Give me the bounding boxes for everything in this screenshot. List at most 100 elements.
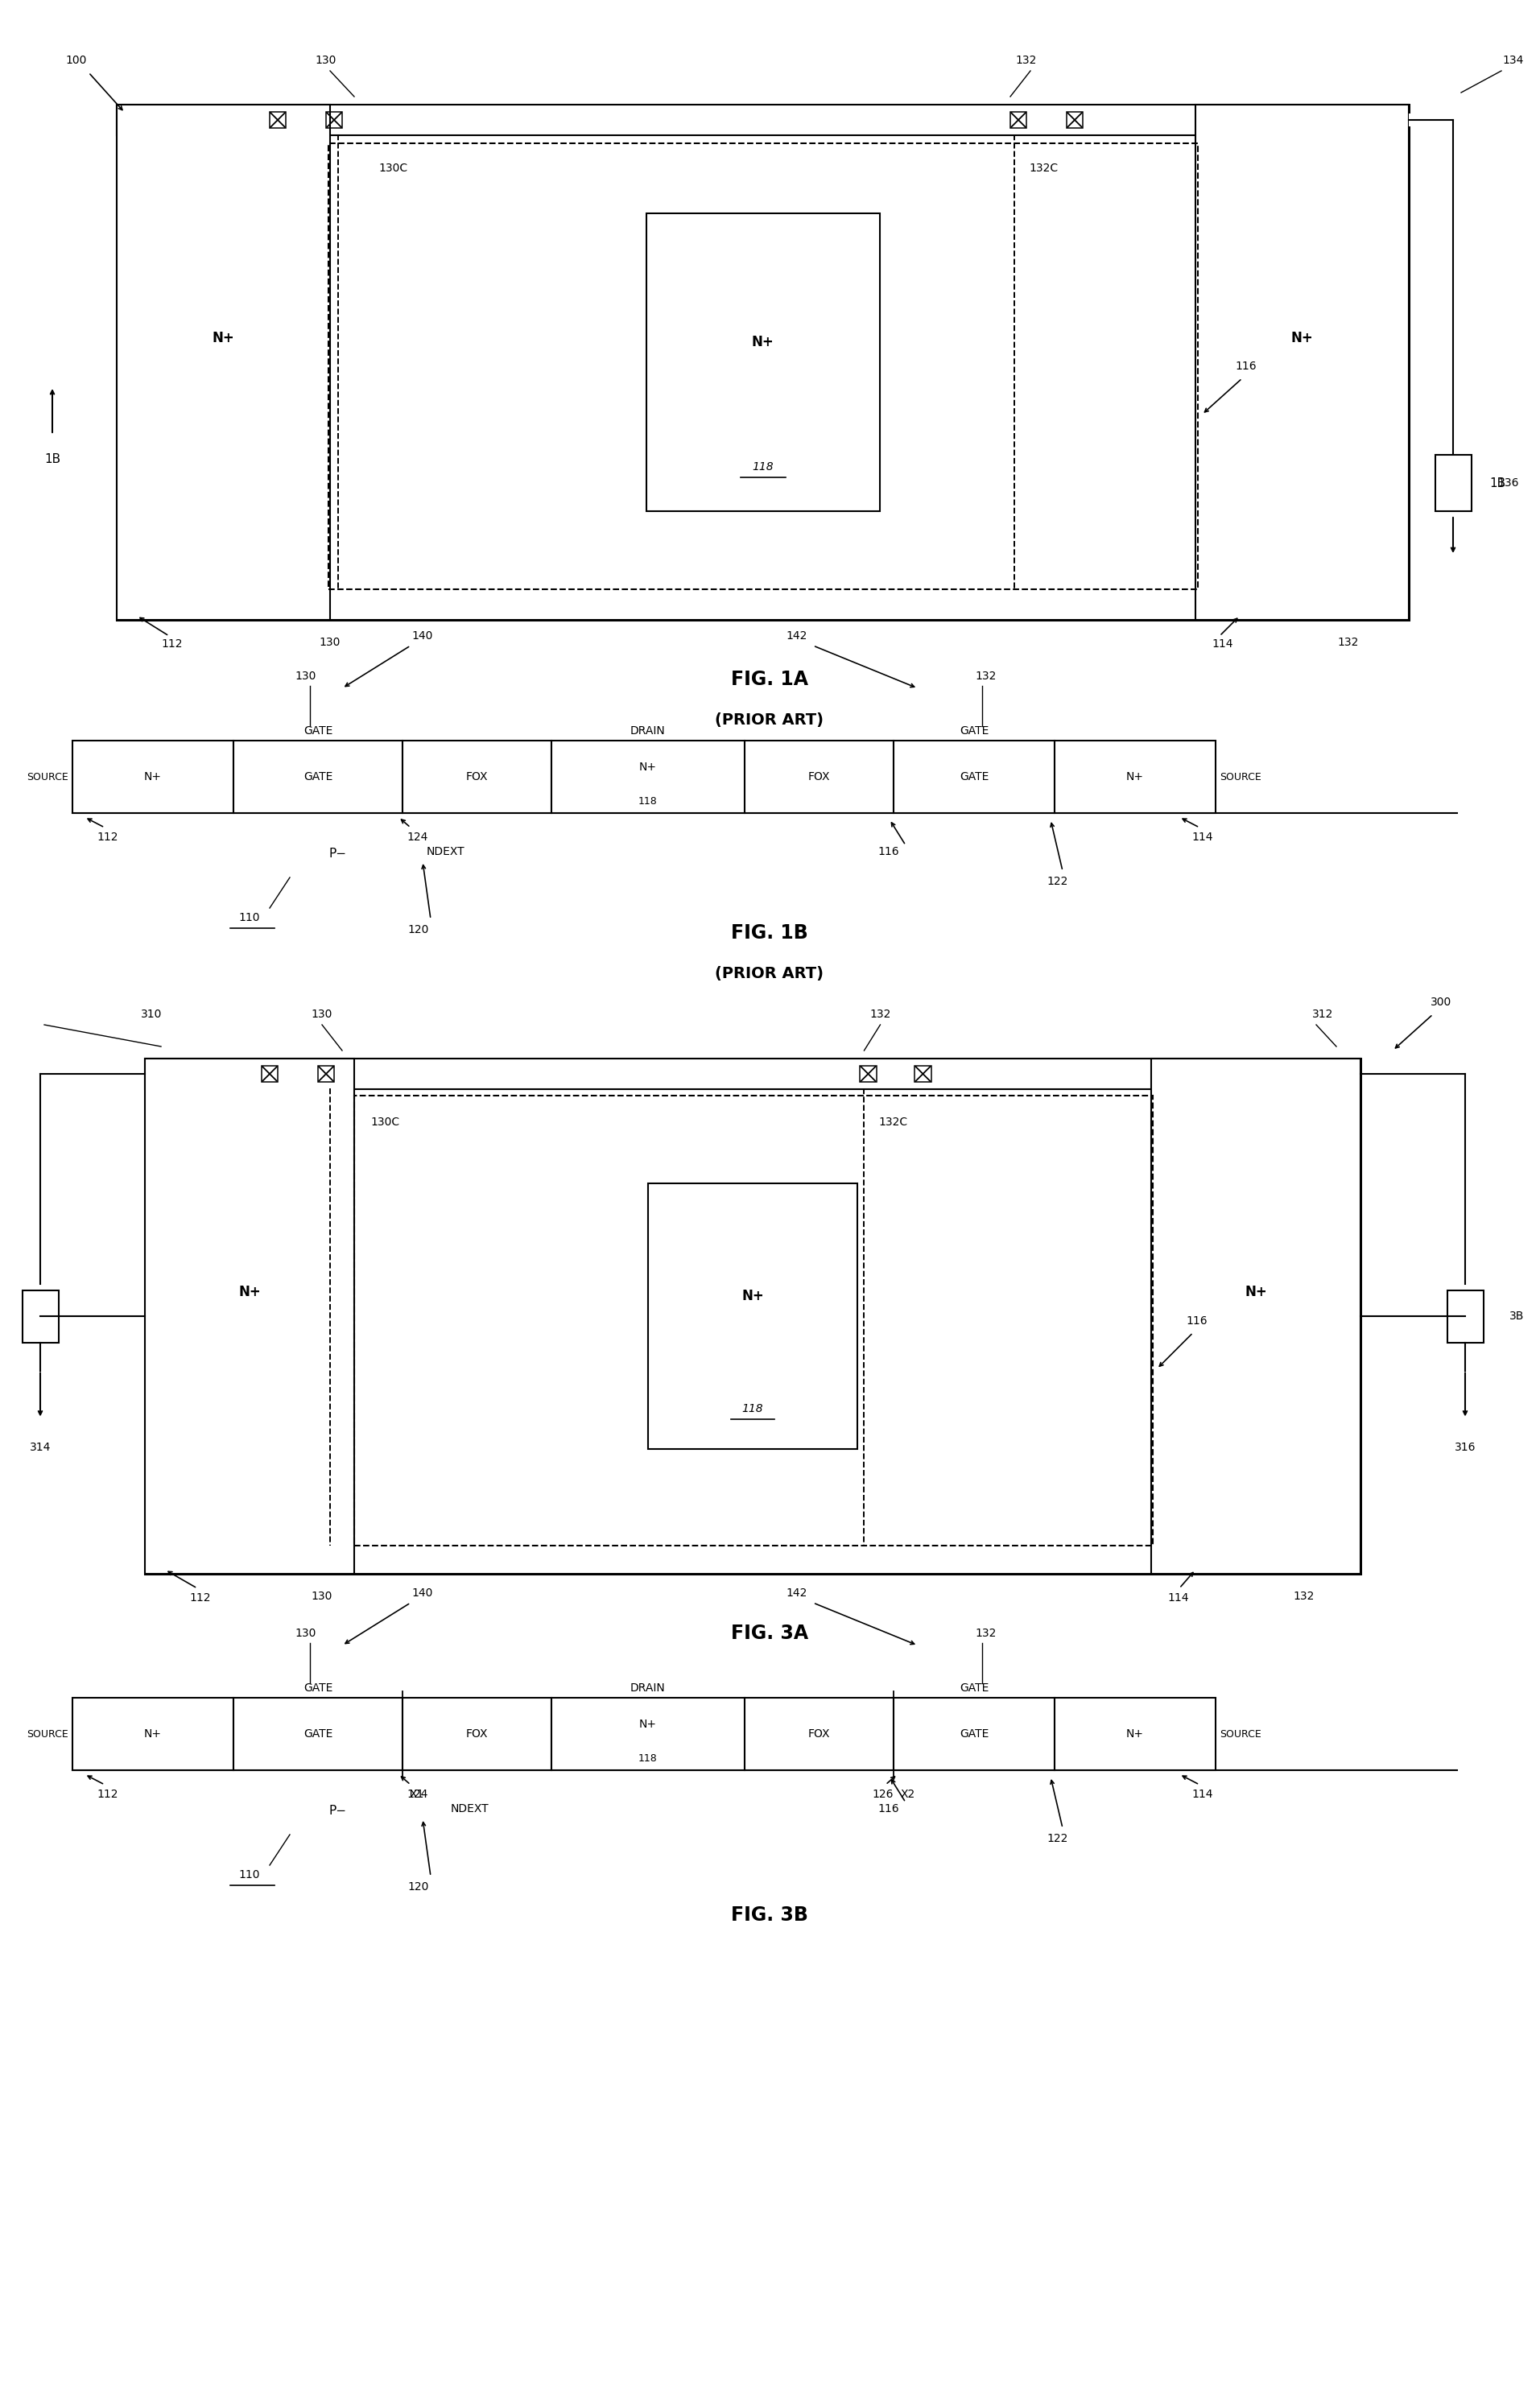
- Bar: [551, 1698, 745, 1770]
- Text: FIG. 1A: FIG. 1A: [731, 669, 808, 688]
- Text: 1B: 1B: [1489, 476, 1506, 488]
- Text: 132: 132: [975, 1627, 996, 1639]
- Text: 120: 120: [408, 924, 430, 936]
- Bar: [402, 1698, 551, 1770]
- Text: GATE: GATE: [959, 1682, 989, 1694]
- Text: SOURCE: SOURCE: [1220, 1729, 1261, 1739]
- Text: GATE: GATE: [303, 724, 333, 736]
- Text: N+: N+: [145, 772, 162, 781]
- Text: GATE: GATE: [303, 1729, 333, 1739]
- Text: 314: 314: [29, 1441, 51, 1453]
- Text: GATE: GATE: [303, 1682, 333, 1694]
- Bar: [234, 741, 402, 812]
- Bar: [72, 1698, 234, 1770]
- Text: 100: 100: [66, 55, 88, 67]
- Bar: [117, 105, 330, 619]
- Text: 132C: 132C: [1029, 162, 1058, 174]
- Text: 124: 124: [407, 1789, 428, 1801]
- Bar: [22, 1291, 59, 1343]
- Text: 132C: 132C: [879, 1117, 907, 1127]
- Bar: [326, 112, 342, 129]
- Text: FOX: FOX: [808, 772, 830, 781]
- Text: 114: 114: [1212, 638, 1234, 650]
- Bar: [893, 1698, 1055, 1770]
- Text: FIG. 3B: FIG. 3B: [731, 1906, 808, 1925]
- Text: FIG. 1B: FIG. 1B: [731, 924, 808, 943]
- Text: 130: 130: [311, 1591, 333, 1603]
- Text: 132: 132: [1016, 55, 1036, 67]
- Text: 130C: 130C: [370, 1117, 399, 1127]
- Bar: [317, 1065, 334, 1081]
- Text: N+: N+: [239, 1284, 260, 1298]
- Text: 118: 118: [639, 1753, 658, 1763]
- Text: 132: 132: [1294, 1591, 1315, 1603]
- Bar: [328, 143, 1198, 588]
- Text: 120: 120: [408, 1882, 430, 1894]
- Bar: [117, 105, 1409, 619]
- Bar: [915, 1065, 932, 1081]
- Text: 116: 116: [1186, 1315, 1207, 1327]
- Text: N+: N+: [145, 1729, 162, 1739]
- Text: GATE: GATE: [959, 772, 989, 781]
- Text: GATE: GATE: [959, 724, 989, 736]
- Bar: [354, 1096, 1153, 1546]
- Text: N+: N+: [1291, 331, 1314, 345]
- Text: NDEXT: NDEXT: [427, 846, 465, 858]
- Text: 3B: 3B: [1509, 1310, 1525, 1322]
- Text: 118: 118: [639, 796, 658, 805]
- Text: 126: 126: [872, 1789, 893, 1801]
- Text: 142: 142: [787, 631, 807, 641]
- Text: 1B: 1B: [45, 453, 60, 464]
- Text: 110: 110: [239, 912, 260, 924]
- Text: 130: 130: [311, 1008, 333, 1019]
- Text: 130: 130: [296, 1627, 317, 1639]
- Text: 132: 132: [975, 672, 996, 681]
- Text: X2: X2: [901, 1789, 915, 1801]
- Text: 310: 310: [140, 1008, 162, 1019]
- Text: 116: 116: [878, 846, 899, 858]
- Bar: [1066, 112, 1083, 129]
- Bar: [1152, 1058, 1360, 1575]
- Bar: [402, 741, 551, 812]
- Text: 316: 316: [1454, 1441, 1475, 1453]
- Text: 134: 134: [1503, 55, 1525, 67]
- Text: 112: 112: [162, 638, 182, 650]
- Bar: [645, 214, 879, 512]
- Text: SOURCE: SOURCE: [26, 772, 68, 781]
- Text: SOURCE: SOURCE: [1220, 772, 1261, 781]
- Text: 122: 122: [1047, 1834, 1067, 1844]
- Text: 114: 114: [1192, 831, 1214, 843]
- Bar: [859, 1065, 876, 1081]
- Text: GATE: GATE: [303, 772, 333, 781]
- Bar: [745, 1698, 893, 1770]
- Text: 312: 312: [1312, 1008, 1334, 1019]
- Text: FOX: FOX: [467, 1729, 488, 1739]
- Text: N+: N+: [639, 762, 658, 772]
- Text: 130: 130: [316, 55, 337, 67]
- Text: 132: 132: [1338, 636, 1358, 648]
- Text: P−: P−: [330, 1806, 346, 1817]
- Text: 124: 124: [407, 831, 428, 843]
- Bar: [1055, 741, 1215, 812]
- Bar: [1448, 1291, 1483, 1343]
- Bar: [1055, 1698, 1215, 1770]
- Bar: [893, 741, 1055, 812]
- Text: 116: 116: [878, 1803, 899, 1815]
- Text: 112: 112: [97, 1789, 119, 1801]
- Text: 110: 110: [239, 1870, 260, 1879]
- Bar: [551, 741, 745, 812]
- Text: X1: X1: [410, 1789, 425, 1801]
- Bar: [117, 105, 1409, 136]
- Bar: [262, 1065, 279, 1081]
- Text: P−: P−: [330, 848, 346, 860]
- Bar: [745, 741, 893, 812]
- Text: NDEXT: NDEXT: [451, 1803, 490, 1815]
- Text: 142: 142: [787, 1586, 807, 1598]
- Text: 114: 114: [1192, 1789, 1214, 1801]
- Text: 112: 112: [189, 1591, 211, 1603]
- Text: 116: 116: [1235, 360, 1257, 372]
- Text: FIG. 3A: FIG. 3A: [731, 1625, 808, 1644]
- Text: 132: 132: [870, 1008, 890, 1019]
- Bar: [1409, 114, 1481, 126]
- Text: (PRIOR ART): (PRIOR ART): [715, 712, 824, 727]
